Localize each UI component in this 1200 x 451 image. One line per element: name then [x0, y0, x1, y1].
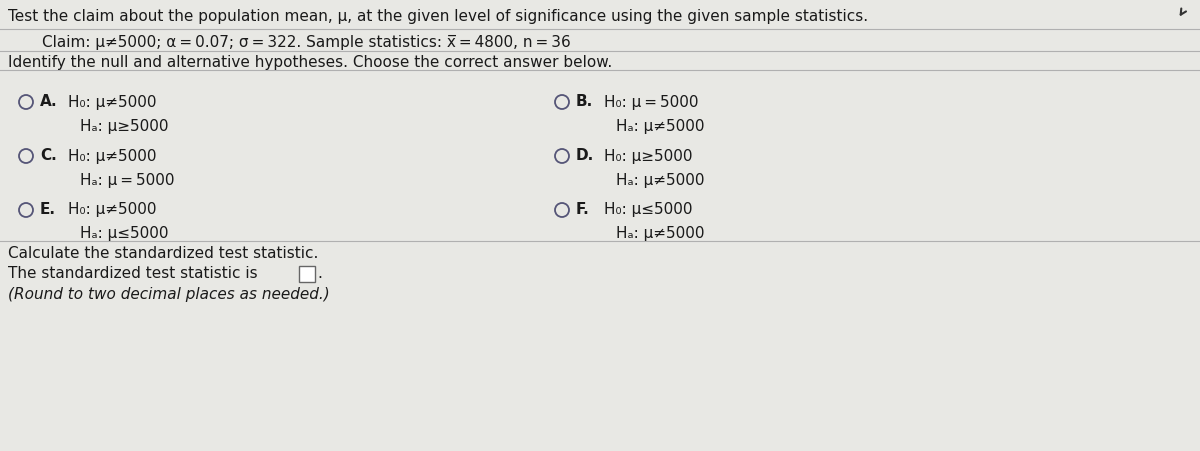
Text: The standardized test statistic is: The standardized test statistic is	[8, 266, 258, 281]
Text: (Round to two decimal places as needed.): (Round to two decimal places as needed.)	[8, 286, 330, 301]
Text: Test the claim about the population mean, μ, at the given level of significance : Test the claim about the population mean…	[8, 9, 868, 24]
Text: Hₐ: μ≠5000: Hₐ: μ≠5000	[616, 118, 704, 133]
FancyBboxPatch shape	[299, 267, 314, 282]
Text: H₀: μ≠5000: H₀: μ≠5000	[68, 94, 156, 109]
Text: H₀: μ = 5000: H₀: μ = 5000	[604, 94, 698, 109]
Text: C.: C.	[40, 148, 56, 163]
Text: D.: D.	[576, 148, 594, 163]
Text: Claim: μ≠5000; α = 0.07; σ = 322. Sample statistics: x̅ = 4800, n = 36: Claim: μ≠5000; α = 0.07; σ = 322. Sample…	[42, 34, 571, 50]
Text: Hₐ: μ≤5000: Hₐ: μ≤5000	[80, 226, 168, 241]
Text: A.: A.	[40, 94, 58, 109]
Text: F.: F.	[576, 202, 589, 217]
Text: B.: B.	[576, 94, 593, 109]
Text: E.: E.	[40, 202, 56, 217]
Text: .: .	[317, 266, 322, 281]
Text: Hₐ: μ≠5000: Hₐ: μ≠5000	[616, 226, 704, 241]
Text: Hₐ: μ = 5000: Hₐ: μ = 5000	[80, 172, 174, 187]
Text: Hₐ: μ≠5000: Hₐ: μ≠5000	[616, 172, 704, 187]
Text: H₀: μ≥5000: H₀: μ≥5000	[604, 148, 692, 163]
Text: H₀: μ≠5000: H₀: μ≠5000	[68, 202, 156, 217]
Text: Identify the null and alternative hypotheses. Choose the correct answer below.: Identify the null and alternative hypoth…	[8, 55, 612, 69]
Text: H₀: μ≠5000: H₀: μ≠5000	[68, 148, 156, 163]
Text: Hₐ: μ≥5000: Hₐ: μ≥5000	[80, 118, 168, 133]
Text: Calculate the standardized test statistic.: Calculate the standardized test statisti…	[8, 246, 318, 261]
Text: H₀: μ≤5000: H₀: μ≤5000	[604, 202, 692, 217]
